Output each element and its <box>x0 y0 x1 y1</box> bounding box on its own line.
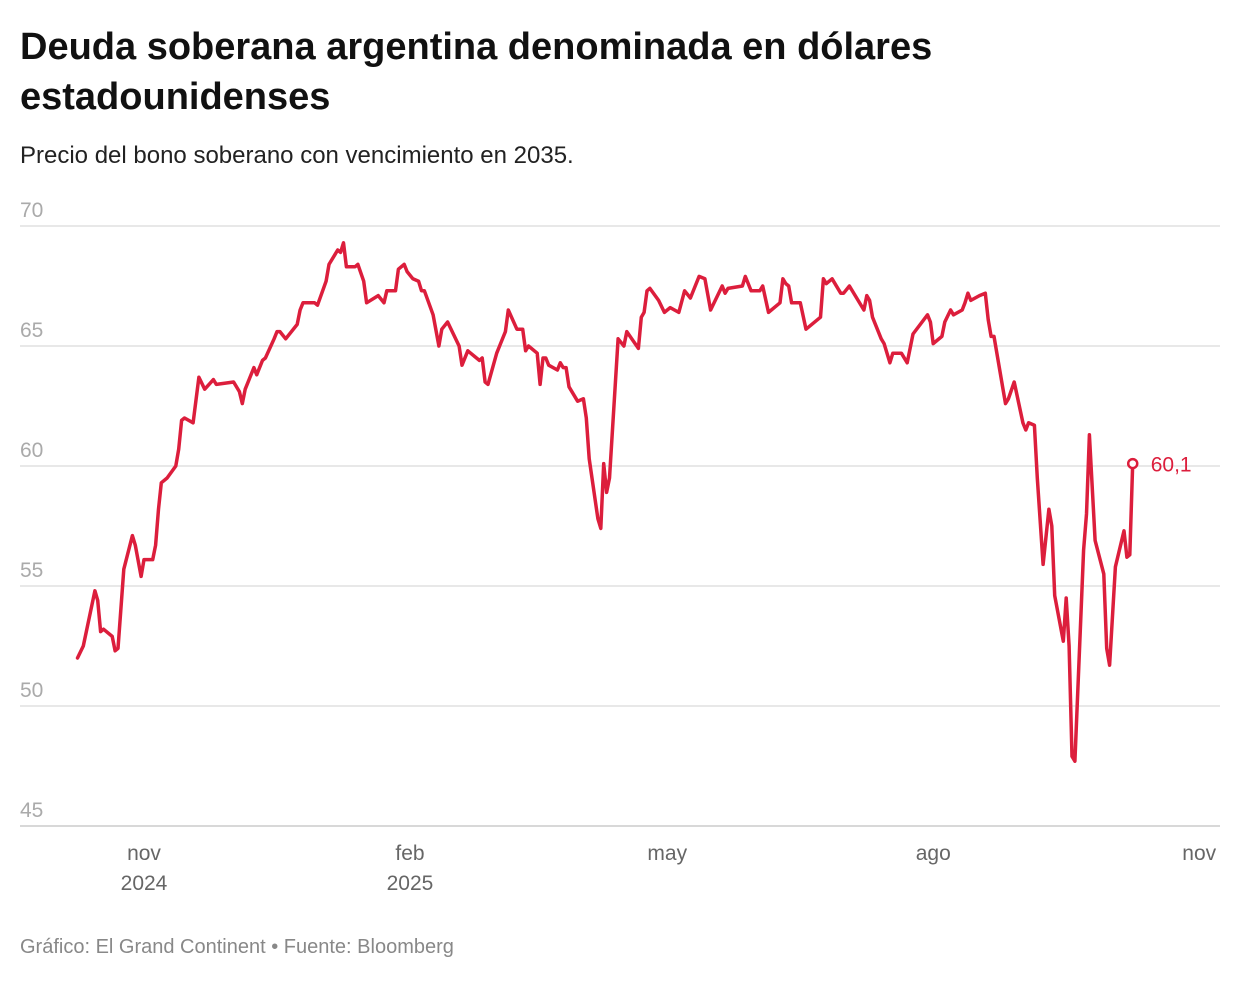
y-tick-label: 70 <box>20 199 43 222</box>
x-tick-label: ago <box>916 842 951 865</box>
x-tick-label: nov <box>127 842 161 865</box>
x-tick-label: feb <box>395 842 424 865</box>
x-tick-year-label: 2024 <box>121 872 168 895</box>
y-tick-label: 65 <box>20 319 43 342</box>
y-tick-label: 55 <box>20 559 43 582</box>
chart-source: Gráfico: El Grand Continent • Fuente: Bl… <box>20 936 454 958</box>
y-tick-label: 60 <box>20 439 43 462</box>
x-tick-year-label: 2025 <box>387 872 434 895</box>
y-tick-label: 50 <box>20 679 43 702</box>
chart-subtitle: Precio del bono soberano con vencimiento… <box>20 142 574 169</box>
last-value-marker <box>1126 457 1139 470</box>
x-tick-label: may <box>647 842 687 865</box>
y-tick-label: 45 <box>20 799 43 822</box>
chart-title: Deuda soberana argentina denominada en d… <box>20 26 933 118</box>
last-value-label: 60,1 <box>1151 454 1192 477</box>
price-line <box>75 241 1135 763</box>
x-tick-label: nov <box>1182 842 1216 865</box>
